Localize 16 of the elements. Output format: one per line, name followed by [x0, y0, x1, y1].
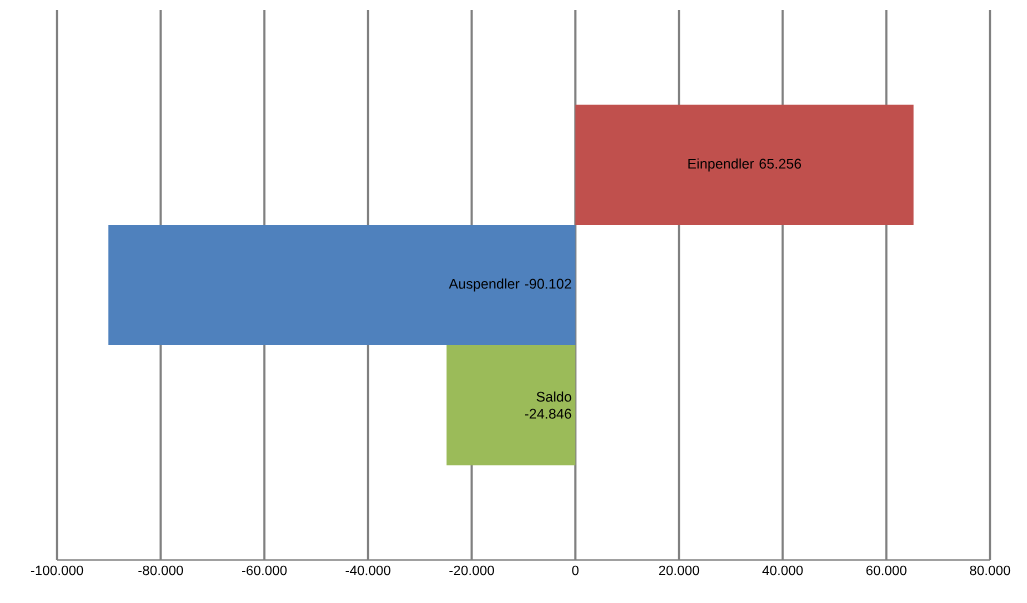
- x-tick-label: -80.000: [138, 565, 184, 576]
- data-label: -90.102: [524, 278, 572, 289]
- x-tick-label: 60.000: [866, 565, 907, 576]
- x-tick-label: 40.000: [762, 565, 803, 576]
- x-tick-label: -100.000: [30, 565, 84, 576]
- x-tick-label: -60.000: [242, 565, 287, 576]
- x-tick-label: -20.000: [449, 565, 495, 576]
- y-tick-label: Auspendler: [448, 278, 520, 292]
- y-tick-label: Saldo: [536, 391, 572, 402]
- x-tick-label: -40.000: [345, 565, 391, 576]
- x-tick-label: 0: [572, 565, 579, 576]
- x-tick-label: 80.000: [969, 565, 1011, 576]
- y-tick-label: Einpendler: [688, 158, 754, 172]
- data-label: 65.256: [759, 158, 802, 169]
- data-label: -24.846: [524, 408, 572, 419]
- x-tick-label: 20.000: [659, 565, 700, 576]
